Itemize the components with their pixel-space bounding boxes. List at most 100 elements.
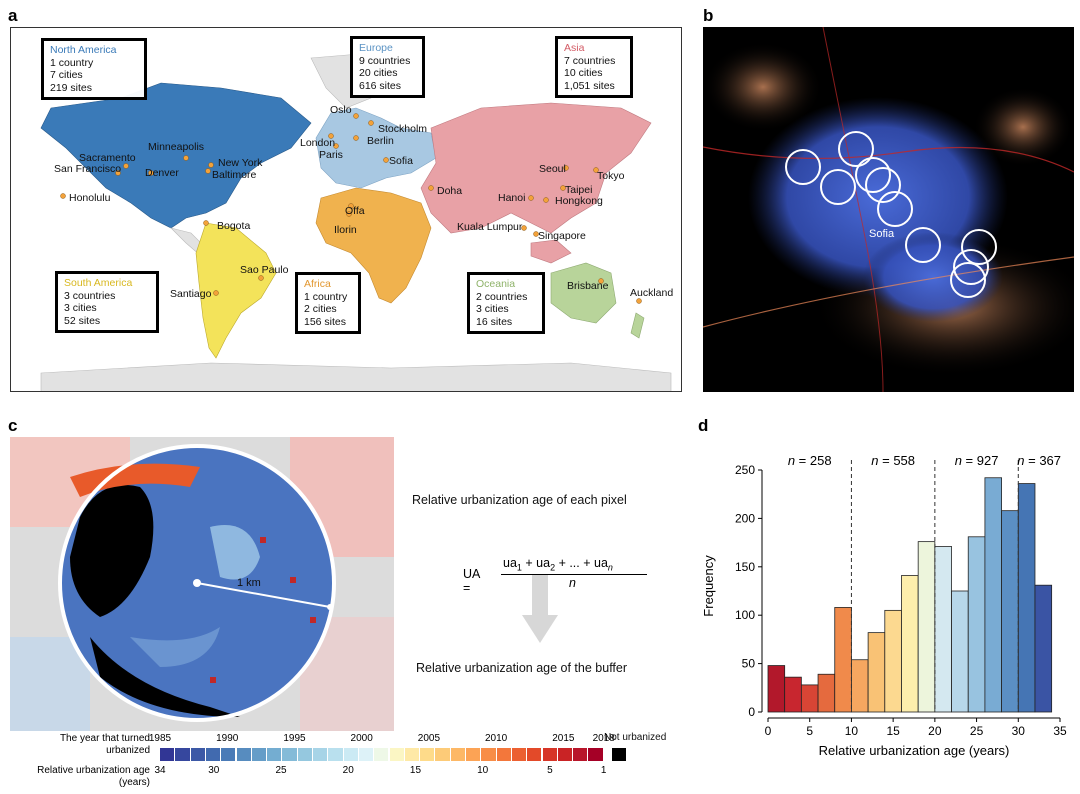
region-cities: 3 cities (64, 302, 97, 314)
buffer-shapes (10, 437, 394, 731)
legend-color-cell (328, 748, 344, 761)
y-tick-label: 150 (735, 560, 755, 574)
region-box-europe: Europe 9 countries 20 cities 616 sites (350, 36, 425, 98)
region-name: Oceania (476, 278, 516, 290)
legend-color-cell (236, 748, 252, 761)
not-urbanized-swatch (612, 748, 626, 761)
x-tick-label: 15 (886, 724, 900, 738)
histogram-bar (934, 546, 952, 713)
city-label: Kuala Lumpur (457, 221, 523, 233)
city-label: Hanoi (498, 192, 526, 204)
legend-color-cell (573, 748, 589, 761)
group-count-label: n = 927 (955, 453, 999, 468)
city-label: Seoul (539, 163, 566, 175)
histogram-bar (967, 536, 986, 713)
legend-color-cell (404, 748, 421, 761)
chart-dividers (850, 460, 1019, 712)
fraction-bar (501, 574, 647, 575)
legend-year-tick: 2018 (592, 733, 615, 744)
formula-numerator: ua1 + ua2 + ... + uan (503, 556, 613, 573)
group-count-label: n = 258 (788, 453, 832, 468)
region-box-south-america: South America 3 countries 3 cities 52 si… (55, 271, 159, 333)
histogram-bar (834, 607, 852, 713)
region-box-oceania: Oceania 2 countries 3 cities 16 sites (467, 272, 545, 334)
legend-age-tick: 34 (154, 765, 166, 776)
histogram-bar (867, 632, 886, 713)
legend-color-cell (374, 748, 390, 761)
formula-denominator: n (569, 576, 576, 590)
legend-color-cell (205, 748, 222, 761)
region-name: North America (50, 44, 117, 56)
city-label: Offa (345, 205, 365, 217)
histogram-bar (784, 676, 802, 713)
panel-letter-c: c (8, 416, 18, 435)
formula-sub: 2 (550, 562, 556, 573)
legend-color-cell (527, 748, 543, 761)
city-label: Tokyo (597, 170, 625, 182)
city-label: Singapore (538, 230, 586, 242)
legend-color-cell (160, 748, 176, 761)
formula-term: + ua (521, 556, 551, 570)
histogram-bar (901, 575, 919, 713)
x-tick-label: 0 (765, 724, 772, 738)
satellite-shapes (703, 27, 1074, 392)
region-cities: 20 cities (359, 67, 398, 79)
region-countries: 9 countries (359, 54, 411, 67)
city-label: Sao Paulo (240, 264, 289, 276)
legend-color-cell (282, 748, 298, 761)
legend-year-tick: 1995 (283, 733, 306, 744)
legend-year-tick: 2000 (350, 733, 373, 744)
city-label: London (300, 137, 336, 149)
x-tick-label: 20 (928, 724, 942, 738)
region-name: South America (64, 277, 133, 289)
city-label: Hongkong (555, 195, 603, 207)
chart-axes: 0 50 100 150 200 250 0 5 10 15 20 25 30 35 (735, 463, 1067, 738)
group-count-label: n = 558 (871, 453, 915, 468)
region-countries: 2 countries (476, 290, 528, 303)
legend-year-tick: 1985 (148, 733, 172, 744)
legend-color-cell (481, 748, 497, 761)
not-urbanized-label: Not urbanized (604, 732, 667, 743)
city-label: Brisbane (567, 280, 609, 292)
legend-color-cell (221, 748, 237, 761)
legend-color-cell (557, 748, 574, 761)
legend-color-cell (313, 748, 329, 761)
region-sites: 616 sites (359, 79, 402, 92)
histogram-bar (767, 665, 786, 713)
formula-term: ua (503, 556, 517, 570)
y-tick-label: 250 (735, 463, 755, 477)
city-label: Sacramento (79, 152, 136, 164)
y-tick-label: 100 (735, 608, 755, 622)
legend-color-cell (175, 748, 191, 761)
legend-year-tick: 1990 (216, 733, 239, 744)
pixel-age-text: Relative urbanization age of each pixel (412, 493, 627, 507)
city-label: Ilorin (334, 224, 357, 236)
region-countries: 7 countries (564, 54, 616, 67)
histogram-bar (851, 659, 869, 713)
city-label: Denver (145, 167, 179, 179)
region-box-africa: Africa 1 country 2 cities 156 sites (295, 272, 361, 334)
legend-color-cell (343, 748, 359, 761)
region-sites: 52 sites (64, 314, 101, 327)
city-label: Paris (319, 149, 343, 161)
region-cities: 3 cities (476, 303, 509, 315)
legend-color-cell (496, 748, 512, 761)
city-label: Honolulu (69, 192, 111, 204)
group-count-label: n = 367 (1017, 453, 1061, 468)
y-axis-label: Frequency (701, 555, 716, 617)
x-tick-label: 5 (806, 724, 813, 738)
formula-term: + ... + ua (555, 556, 608, 570)
city-label: New York (218, 157, 263, 169)
scale-label: 1 km (237, 577, 261, 589)
city-label: Berlin (367, 135, 394, 147)
legend-color-cell (466, 748, 482, 761)
region-countries: 1 country (50, 56, 94, 69)
legend-color-cell (251, 748, 268, 761)
city-label: Bogota (217, 220, 251, 232)
legend-color-cell (358, 748, 375, 761)
region-cities: 10 cities (564, 67, 603, 79)
legend-year-tick: 2010 (485, 733, 508, 744)
legend-color-cell (542, 748, 558, 761)
legend-age-tick: 30 (208, 765, 220, 776)
